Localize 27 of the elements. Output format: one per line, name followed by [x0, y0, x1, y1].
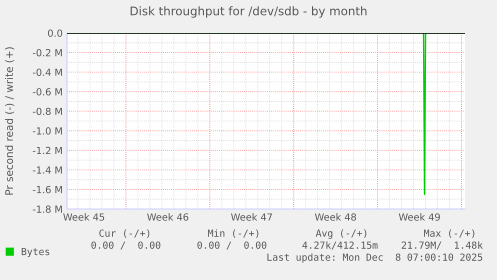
- y-tick-label: -0.2 M: [32, 49, 62, 56]
- y-tick-label: -1.4 M: [32, 166, 62, 174]
- y-tick-label: -1.2 M: [32, 146, 62, 154]
- text: Avg (-/+): [316, 229, 366, 239]
- x-tick-label: Week 47: [231, 213, 272, 221]
- y-tick-label: -1.0 M: [32, 127, 62, 135]
- x-tick-label: Week 45: [63, 213, 104, 221]
- text: 0.00 / 0.00: [197, 241, 266, 250]
- text: 21.79M/ 1.48k: [402, 241, 483, 250]
- y-axis-title: Pr second read (-) / write (+): [4, 47, 14, 195]
- text: Max (-/+): [424, 229, 474, 238]
- text: 4.27k/412.15m: [302, 241, 378, 250]
- y-tick-label: -1.8 M: [32, 205, 62, 213]
- x-tick-label: Week 49: [398, 213, 440, 221]
- y-tick-label: -1.6 M: [32, 186, 62, 194]
- y-tick-label: -0.4 M: [32, 68, 62, 76]
- text: Min (-/+): [208, 229, 258, 238]
- text: 0.00 / 0.00: [91, 241, 160, 250]
- legend-label: Bytes: [22, 248, 50, 258]
- y-tick-label: -0.8 M: [32, 108, 62, 116]
- y-tick-label: -0.6 M: [32, 88, 62, 96]
- x-tick-label: Week 46: [147, 213, 188, 221]
- chart-title: Disk throughput for /dev/sdb - by month: [130, 6, 366, 18]
- y-tick-label: 0.0: [48, 29, 62, 37]
- text: Last update: Mon Dec 8 07:00:10 2025: [267, 253, 482, 263]
- x-tick-label: Week 48: [314, 213, 356, 221]
- text: Cur (-/+): [99, 229, 150, 238]
